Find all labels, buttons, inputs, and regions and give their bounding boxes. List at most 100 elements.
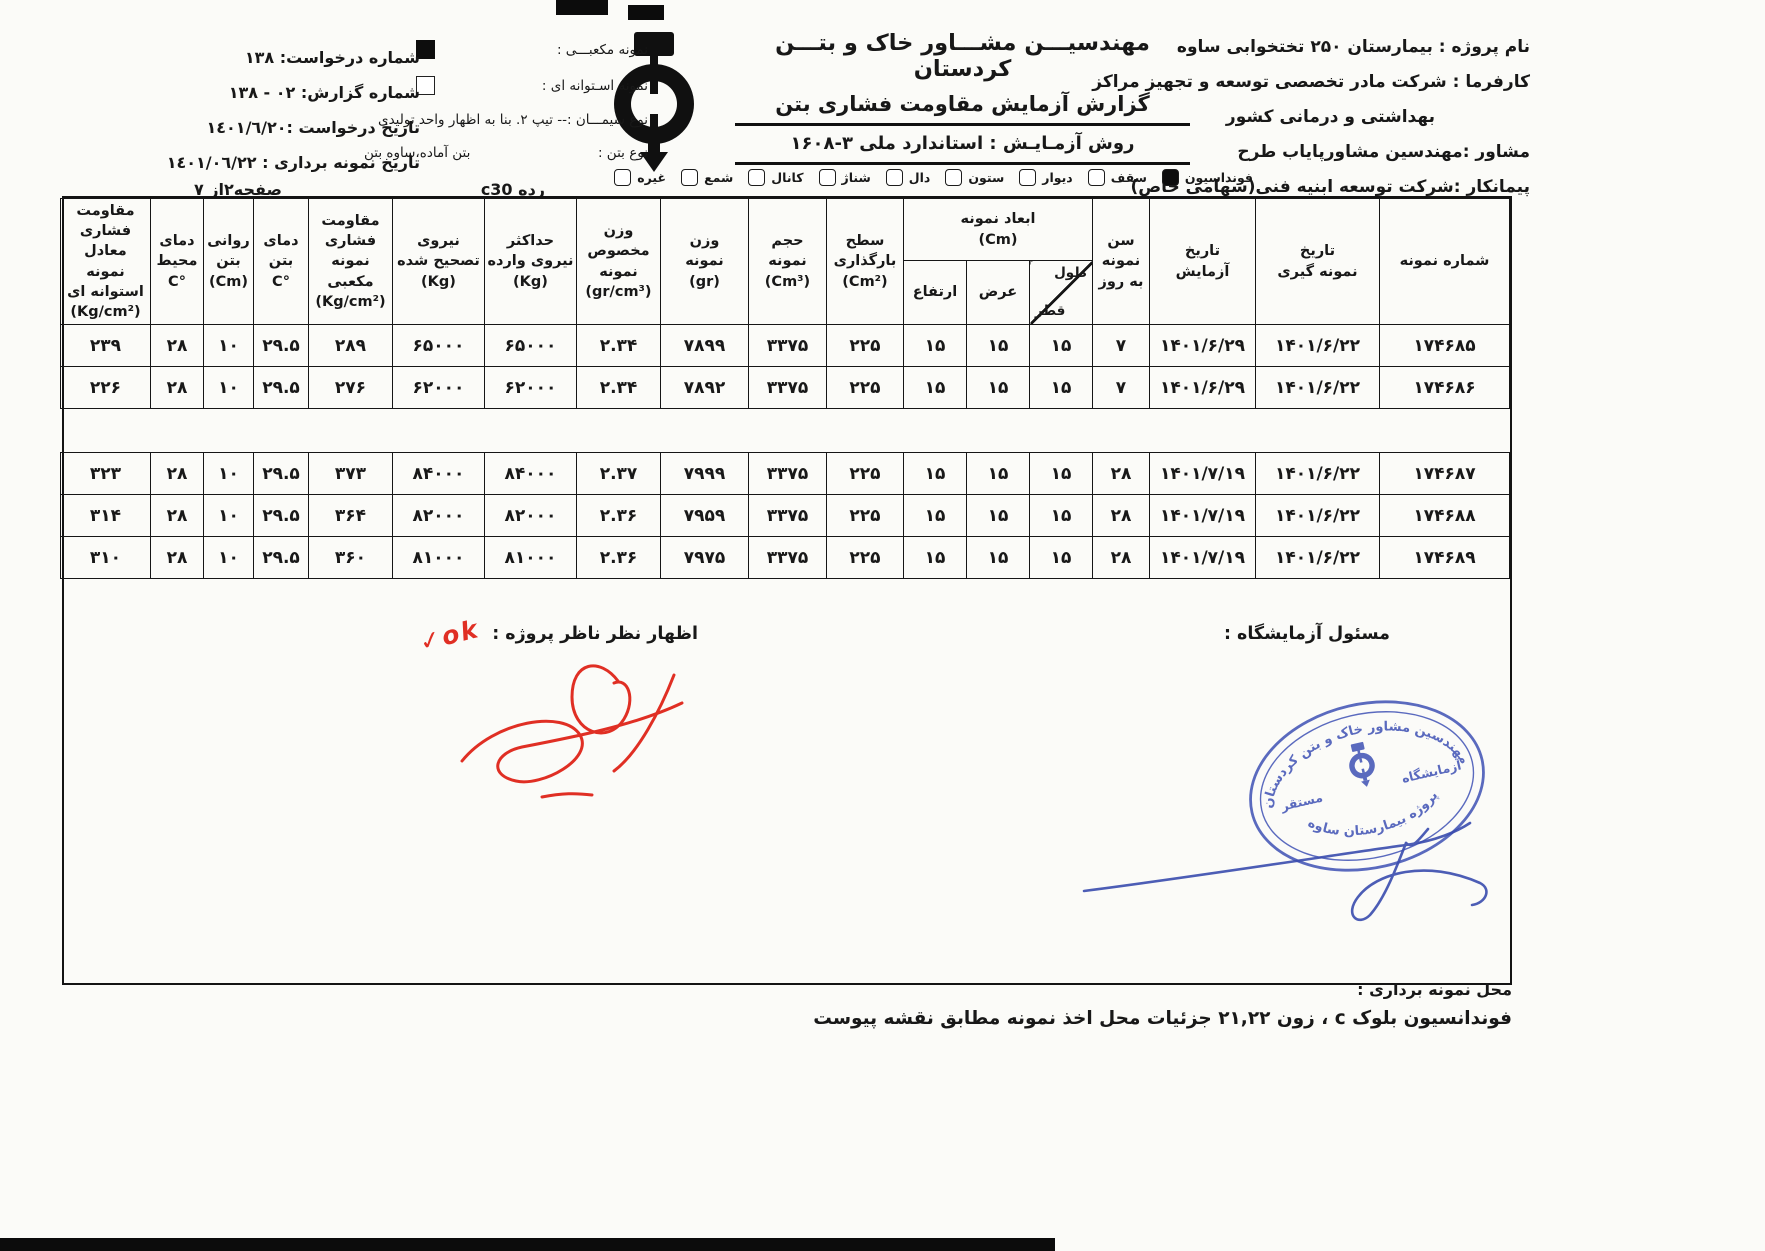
table-cell: ۱۰ [202, 324, 254, 367]
table-cell: ۲۸ [149, 494, 204, 537]
table-cell: ۱۴۰۱/۶/۲۲ [1255, 366, 1380, 409]
table-cell: ۲۲۵ [825, 536, 904, 579]
table-cell: ۱۵ [966, 366, 1030, 409]
usage-checkbox-item: دیوار [1019, 169, 1073, 186]
concrete-grade: رده c30 [480, 180, 545, 199]
col-dimensions-group: ابعاد نمونه (Cm) [902, 198, 1094, 261]
table-cell: ۷۹۹۹ [659, 452, 749, 495]
table-cell: ۱۵ [902, 494, 968, 537]
signature-area: اظهار نظر ناظر پروژه : ok✓ مسئول آزمایشگ… [64, 579, 1510, 982]
table-cell: ۷ [1092, 366, 1150, 409]
client-line-1: کارفرما : شرکت مادر تخصصی توسعه و تجهیز … [1092, 72, 1530, 92]
col-ambient-temp: دمای محیط °C [149, 198, 204, 325]
table-cell: ۱۷۴۶۸۵ [1379, 324, 1510, 367]
usage-checkbox-label: کانال [771, 170, 804, 185]
cement-type: نوع سیمـــان :-- تیپ ۲. بنا به اظهار واح… [378, 112, 648, 128]
table-cell: ۳۳۷۵ [747, 324, 827, 367]
table-cell: ۲۷۶ [307, 366, 393, 409]
col-max-force: حداکثر نیروی وارده (Kg) [483, 198, 577, 325]
table-cell: ۲۸ [1092, 452, 1150, 495]
table-cell: ۱۷۴۶۸۷ [1379, 452, 1510, 495]
col-length-diameter: طول قطر [1029, 260, 1093, 325]
table-cell: ۱۴۰۱/۷/۱۹ [1149, 452, 1256, 495]
col-cube-strength: مقاومت فشاری نمونه مکعبی (Kg/cm²) [307, 198, 393, 325]
col-load-area: سطح بارگذاری (Cm²) [825, 198, 904, 325]
checkbox-icon [1019, 169, 1037, 186]
table-cell: ۲۸ [1092, 536, 1150, 579]
table-cell: ۱۰ [202, 366, 254, 409]
supervisor-opinion-label: اظهار نظر ناظر پروژه : [492, 624, 698, 644]
col-test-date: تاریخ آزمایش [1149, 198, 1256, 325]
table-cell: ۶۲۰۰۰ [483, 366, 577, 409]
col-height: ارتفاع [902, 260, 968, 325]
cylinder-checkbox-icon [416, 76, 435, 95]
table-cell: ۳۱۰ [59, 536, 151, 579]
dim-length-label: طول [1054, 265, 1087, 281]
checkbox-icon [885, 169, 903, 186]
table-row: ۱۷۴۶۸۵ ۱۴۰۱/۶/۲۲ ۱۴۰۱/۶/۲۹ ۷ ۱۵ ۱۵ ۱۵ ۲۲۵ ۳۳۷۵ ۷۸… [59, 324, 1510, 367]
table-cell: ۱۵ [1029, 452, 1093, 495]
table-cell: ۱۵ [902, 536, 968, 579]
checkbox-checked-icon [1161, 169, 1179, 186]
table-cell: ۳۶۴ [307, 494, 393, 537]
sampling-location-value: فوندانسیون بلوک c ، زون ۲۱,۲۲ جزئیات محل… [813, 1008, 1512, 1029]
contractor: پیمانکار :شرکت توسعه ابنیه فنی(سهامی خاص… [1130, 177, 1530, 197]
table-cell: ۱۴۰۱/۶/۲۲ [1255, 494, 1380, 537]
usage-checkbox-item: کانال [748, 169, 804, 186]
concrete-type-value: بتن آماده،ساوه بتن [364, 145, 471, 161]
report-title: گزارش آزمایش مقاومت فشاری بتن [735, 92, 1190, 126]
report-header: مهندسیـــن مشـــاور خاک و بتـــن کردستان… [735, 30, 1190, 165]
col-concrete-temp: دمای بتن °C [252, 198, 309, 325]
table-cell: ۳۶۰ [307, 536, 393, 579]
company-name: مهندسیـــن مشـــاور خاک و بتـــن کردستان [775, 30, 1150, 82]
report-number: شماره گزارش: ۰۲ - ۱۳۸ [228, 83, 420, 102]
table-cell: ۲.۳۴ [575, 366, 661, 409]
table-cell: ۶۵۰۰۰ [391, 324, 485, 367]
table-cell: ۸۱۰۰۰ [391, 536, 485, 579]
table-cell: ۳۱۴ [59, 494, 151, 537]
table-cell: ۲۸ [149, 536, 204, 579]
table-cell: ۱۵ [1029, 324, 1093, 367]
empty-gap-cell [60, 408, 1510, 453]
lab-stamp: مهندسین مشاور خاک و بتن کردستان پروژه بی… [1247, 699, 1485, 872]
table-cell: ۱۴۰۱/۷/۱۹ [1149, 494, 1256, 537]
usage-checkbox-row: فونداسیون سقف دیوار ستون دال شناژ کانال شمع غیره [614, 169, 1253, 186]
table-cell: ۱۷۴۶۸۹ [1379, 536, 1510, 579]
cylinder-sample-label: نمونه اسـتوانه ای : [541, 77, 648, 94]
col-weight: وزن نمونه (gr) [659, 198, 749, 325]
stamp-middle-right-text: آزمایشگاه [1400, 757, 1463, 785]
table-cell: ۱۴۰۱/۶/۲۹ [1149, 366, 1256, 409]
table-cell: ۷۸۹۹ [659, 324, 749, 367]
usage-checkbox-label: سقف [1110, 170, 1147, 185]
usage-checkbox-label: دال [908, 170, 931, 185]
checkbox-icon [818, 169, 836, 186]
usage-checkbox-label: شناژ [841, 170, 871, 185]
project-name: نام پروژه : بیمارستان ۲۵۰ تختخوابی ساوه [1176, 37, 1530, 57]
table-cell: ۱۴۰۱/۷/۱۹ [1149, 536, 1256, 579]
stamp-logo-icon [1349, 741, 1375, 787]
table-cell: ۸۴۰۰۰ [391, 452, 485, 495]
table-cell: ۲۲۵ [825, 324, 904, 367]
col-age: سن نمونه به روز [1092, 198, 1150, 325]
table-cell: ۱۴۰۱/۶/۲۹ [1149, 324, 1256, 367]
table-cell: ۷۹۷۵ [659, 536, 749, 579]
checkbox-icon [748, 169, 766, 186]
table-cell: ۱۵ [966, 324, 1030, 367]
table-cell: ۲۲۶ [59, 366, 151, 409]
table-cell: ۷۸۹۲ [659, 366, 749, 409]
sampling-date: تاریخ نمونه برداری : ۱٤۰۱/۰٦/۲۲ [166, 153, 420, 172]
checkbox-icon [1087, 169, 1105, 186]
table-cell: ۲۲۵ [825, 494, 904, 537]
table-cell: ۱۰ [202, 452, 254, 495]
table-cell: ۳۷۳ [307, 452, 393, 495]
table-row: ۱۷۴۶۸۸ ۱۴۰۱/۶/۲۲ ۱۴۰۱/۷/۱۹ ۲۸ ۱۵ ۱۵ ۱۵ ۲۲۵ ۳۳۷۵ ۷… [59, 494, 1510, 537]
table-cell: ۱۴۰۱/۶/۲۲ [1255, 452, 1380, 495]
table-cell: ۲.۳۷ [575, 452, 661, 495]
usage-checkbox-item: سقف [1087, 169, 1147, 186]
table-cell: ۱۵ [902, 366, 968, 409]
request-info-block: شماره درخواست: ۱۳۸ شماره گزارش: ۰۲ - ۱۳۸… [155, 40, 420, 180]
results-tbody: ۱۷۴۶۸۵ ۱۴۰۱/۶/۲۲ ۱۴۰۱/۶/۲۹ ۷ ۱۵ ۱۵ ۱۵ ۲۲۵ ۳۳۷۵ ۷۸… [59, 324, 1510, 579]
scan-artifact-top [628, 5, 664, 20]
usage-checkbox-item: شمع [681, 169, 733, 186]
